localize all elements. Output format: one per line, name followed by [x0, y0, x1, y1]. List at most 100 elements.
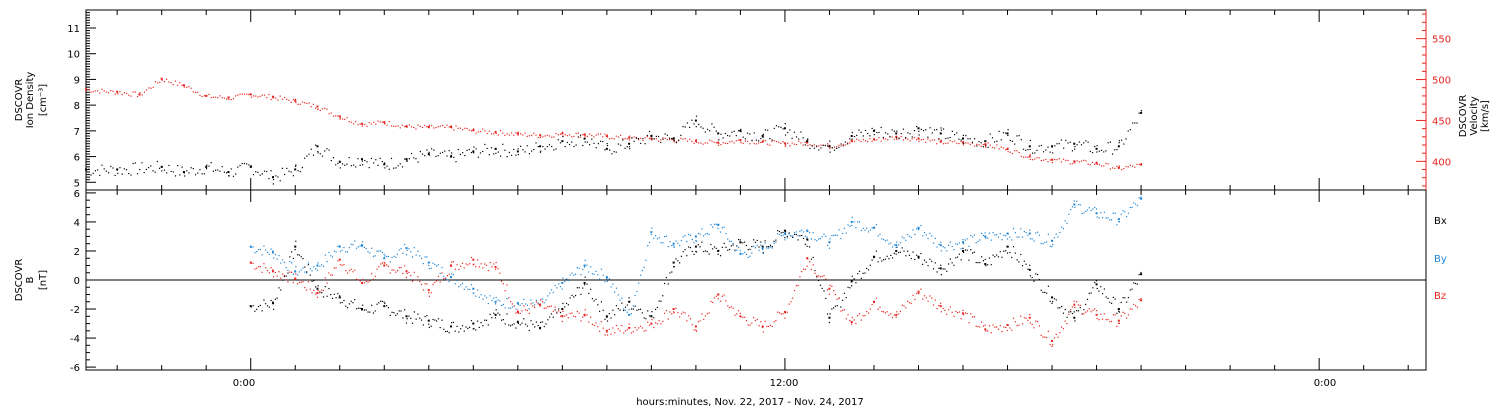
bz-trace	[936, 307, 938, 310]
by-trace	[304, 271, 306, 273]
by-trace	[276, 258, 278, 260]
bx-trace	[706, 251, 708, 253]
by-trace	[990, 239, 992, 241]
bx-trace	[432, 318, 434, 321]
by-trace	[1003, 234, 1005, 236]
velocity-point	[1095, 162, 1098, 164]
bx-trace	[990, 264, 992, 266]
bz-trace	[352, 271, 354, 273]
density-trace	[188, 172, 190, 174]
bz-trace	[958, 311, 960, 313]
velocity-trace	[252, 95, 255, 97]
by-trace	[828, 247, 830, 249]
by-trace	[947, 244, 950, 246]
by-trace	[701, 228, 703, 230]
bz-trace	[994, 326, 996, 328]
bz-trace	[792, 297, 794, 299]
by-trace	[891, 246, 894, 248]
bz-trace	[929, 295, 931, 297]
bz-trace	[463, 267, 465, 269]
bz-trace	[487, 270, 489, 272]
bz-trace	[574, 316, 577, 318]
density-point	[694, 119, 697, 122]
by-trace	[788, 233, 790, 235]
bz-trace	[745, 320, 748, 322]
velocity-trace	[203, 95, 205, 97]
bz-trace	[925, 297, 927, 299]
bx-trace	[450, 325, 452, 327]
velocity-trace	[355, 120, 357, 123]
by-trace	[877, 235, 879, 237]
bx-trace	[509, 325, 512, 327]
velocity-trace	[362, 123, 364, 126]
by-trace	[730, 240, 732, 242]
density-trace	[1107, 142, 1109, 144]
density-trace	[882, 136, 884, 139]
by-trace	[1110, 219, 1113, 221]
bz-trace	[410, 275, 412, 277]
bz-trace	[1052, 344, 1054, 346]
velocity-trace	[579, 136, 582, 138]
bx-trace	[404, 309, 406, 311]
bx-trace	[912, 251, 914, 253]
velocity-trace	[295, 101, 297, 104]
by-trace	[456, 279, 458, 282]
density-trace	[301, 167, 304, 169]
velocity-trace	[933, 139, 936, 141]
velocity-trace	[559, 133, 562, 135]
bz-trace	[398, 267, 400, 269]
by-trace	[831, 234, 833, 237]
bz-trace	[337, 260, 339, 262]
density-trace	[228, 175, 230, 177]
bz-trace	[737, 310, 740, 312]
bx-trace	[840, 306, 842, 308]
by-trace	[875, 224, 877, 226]
velocity-trace	[219, 95, 221, 97]
bx-trace	[319, 291, 321, 293]
bz-trace	[348, 270, 350, 272]
velocity-trace	[982, 143, 985, 146]
by-trace	[1140, 196, 1142, 198]
bx-trace	[777, 230, 779, 232]
velocity-trace	[949, 140, 951, 142]
bx-trace	[564, 306, 566, 308]
by-trace	[1051, 246, 1053, 248]
velocity-trace	[1098, 164, 1100, 166]
density-trace	[172, 171, 174, 173]
velocity-trace	[477, 131, 479, 133]
velocity-trace	[344, 118, 346, 121]
by-trace	[907, 233, 909, 236]
density-trace	[1060, 139, 1063, 141]
bz-trace	[938, 305, 940, 307]
bx-trace	[330, 294, 332, 296]
by-trace	[1059, 231, 1061, 234]
bx-trace	[495, 309, 497, 311]
bx-trace	[1005, 250, 1007, 252]
by-trace	[250, 246, 252, 248]
density-trace	[288, 170, 290, 172]
by-trace	[984, 232, 986, 234]
velocity-trace	[90, 91, 92, 93]
velocity-trace	[613, 138, 615, 140]
density-trace	[1025, 149, 1027, 151]
bz-trace	[1136, 306, 1139, 308]
bz-trace	[404, 265, 406, 267]
by-trace	[826, 244, 829, 247]
by-trace	[632, 305, 634, 307]
velocity-trace	[417, 124, 419, 126]
velocity-trace	[214, 96, 217, 98]
by-trace	[1016, 236, 1018, 238]
bx-trace	[955, 257, 957, 259]
bz-trace	[494, 268, 497, 270]
bz-trace	[387, 265, 390, 267]
bx-trace	[406, 318, 408, 320]
velocity-trace	[437, 126, 439, 128]
density-trace	[457, 148, 459, 151]
velocity-trace	[893, 138, 895, 140]
by-trace	[378, 250, 380, 252]
bx-trace	[371, 304, 373, 306]
bx-trace	[966, 249, 968, 251]
density-trace	[579, 134, 582, 136]
bz-trace	[465, 263, 467, 265]
